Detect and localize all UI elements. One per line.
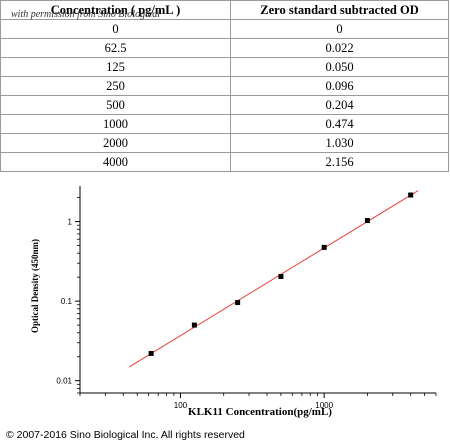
od-header: Zero standard subtracted OD (230, 0, 449, 20)
table-row: 62.5 0.022 (0, 38, 449, 58)
concentration-cell: 250 (0, 76, 231, 96)
table-row: 125 0.050 (0, 57, 449, 77)
table-row: 500 0.204 (0, 95, 449, 115)
od-cell: 2.156 (230, 152, 449, 172)
table-row: 1000 0.474 (0, 114, 449, 134)
data-point (408, 192, 414, 198)
y-tick-label: 0.01 (56, 377, 72, 386)
concentration-cell: 62.5 (0, 38, 231, 58)
axis-ticks: 100 1000 0.01 0.1 1 (56, 197, 437, 410)
standard-data-table: Concentration ( pg/mL ) with permission … (0, 0, 449, 172)
axes (79, 186, 436, 394)
data-point (364, 218, 370, 224)
watermark-text: with permission from Sino Biological (11, 9, 161, 20)
concentration-header-label: Concentration ( pg/mL ) (50, 2, 181, 17)
y-axis-label: Optical Density (450nm) (30, 239, 40, 333)
data-points (148, 192, 414, 356)
concentration-cell: 4000 (0, 152, 231, 172)
data-point (235, 300, 241, 306)
concentration-header: Concentration ( pg/mL ) with permission … (0, 0, 231, 20)
od-cell: 1.030 (230, 133, 449, 153)
copyright-text: © 2007-2016 Sino Biological Inc. All rig… (6, 429, 245, 441)
concentration-cell: 125 (0, 57, 231, 77)
od-cell: 0.050 (230, 57, 449, 77)
table-header-row: Concentration ( pg/mL ) with permission … (0, 0, 449, 20)
table-row: 4000 2.156 (0, 152, 449, 172)
x-axis-label: KLK11 Concentration(pg/mL) (188, 406, 332, 418)
concentration-cell: 2000 (0, 133, 231, 153)
x-tick-label: 100 (174, 401, 188, 410)
od-cell: 0.474 (230, 114, 449, 134)
y-tick-label: 1 (68, 218, 73, 227)
data-point (321, 244, 327, 250)
concentration-cell: 500 (0, 95, 231, 115)
concentration-cell: 1000 (0, 114, 231, 134)
od-cell: 0.022 (230, 38, 449, 58)
table-row: 250 0.096 (0, 76, 449, 96)
data-point (148, 350, 154, 356)
table-row: 2000 1.030 (0, 133, 449, 153)
x-tick-label: 1000 (315, 401, 333, 410)
data-point (278, 273, 284, 279)
od-cell: 0.204 (230, 95, 449, 115)
fit-line (128, 190, 419, 368)
od-cell: 0.096 (230, 76, 449, 96)
od-cell: 0 (230, 19, 449, 39)
data-point (191, 322, 197, 328)
standard-curve-chart: 100 1000 0.01 0.1 1 KLK11 Concentration(pg/m… (30, 186, 437, 418)
y-tick-label: 0.1 (61, 297, 73, 306)
fit-line-group (128, 190, 419, 368)
